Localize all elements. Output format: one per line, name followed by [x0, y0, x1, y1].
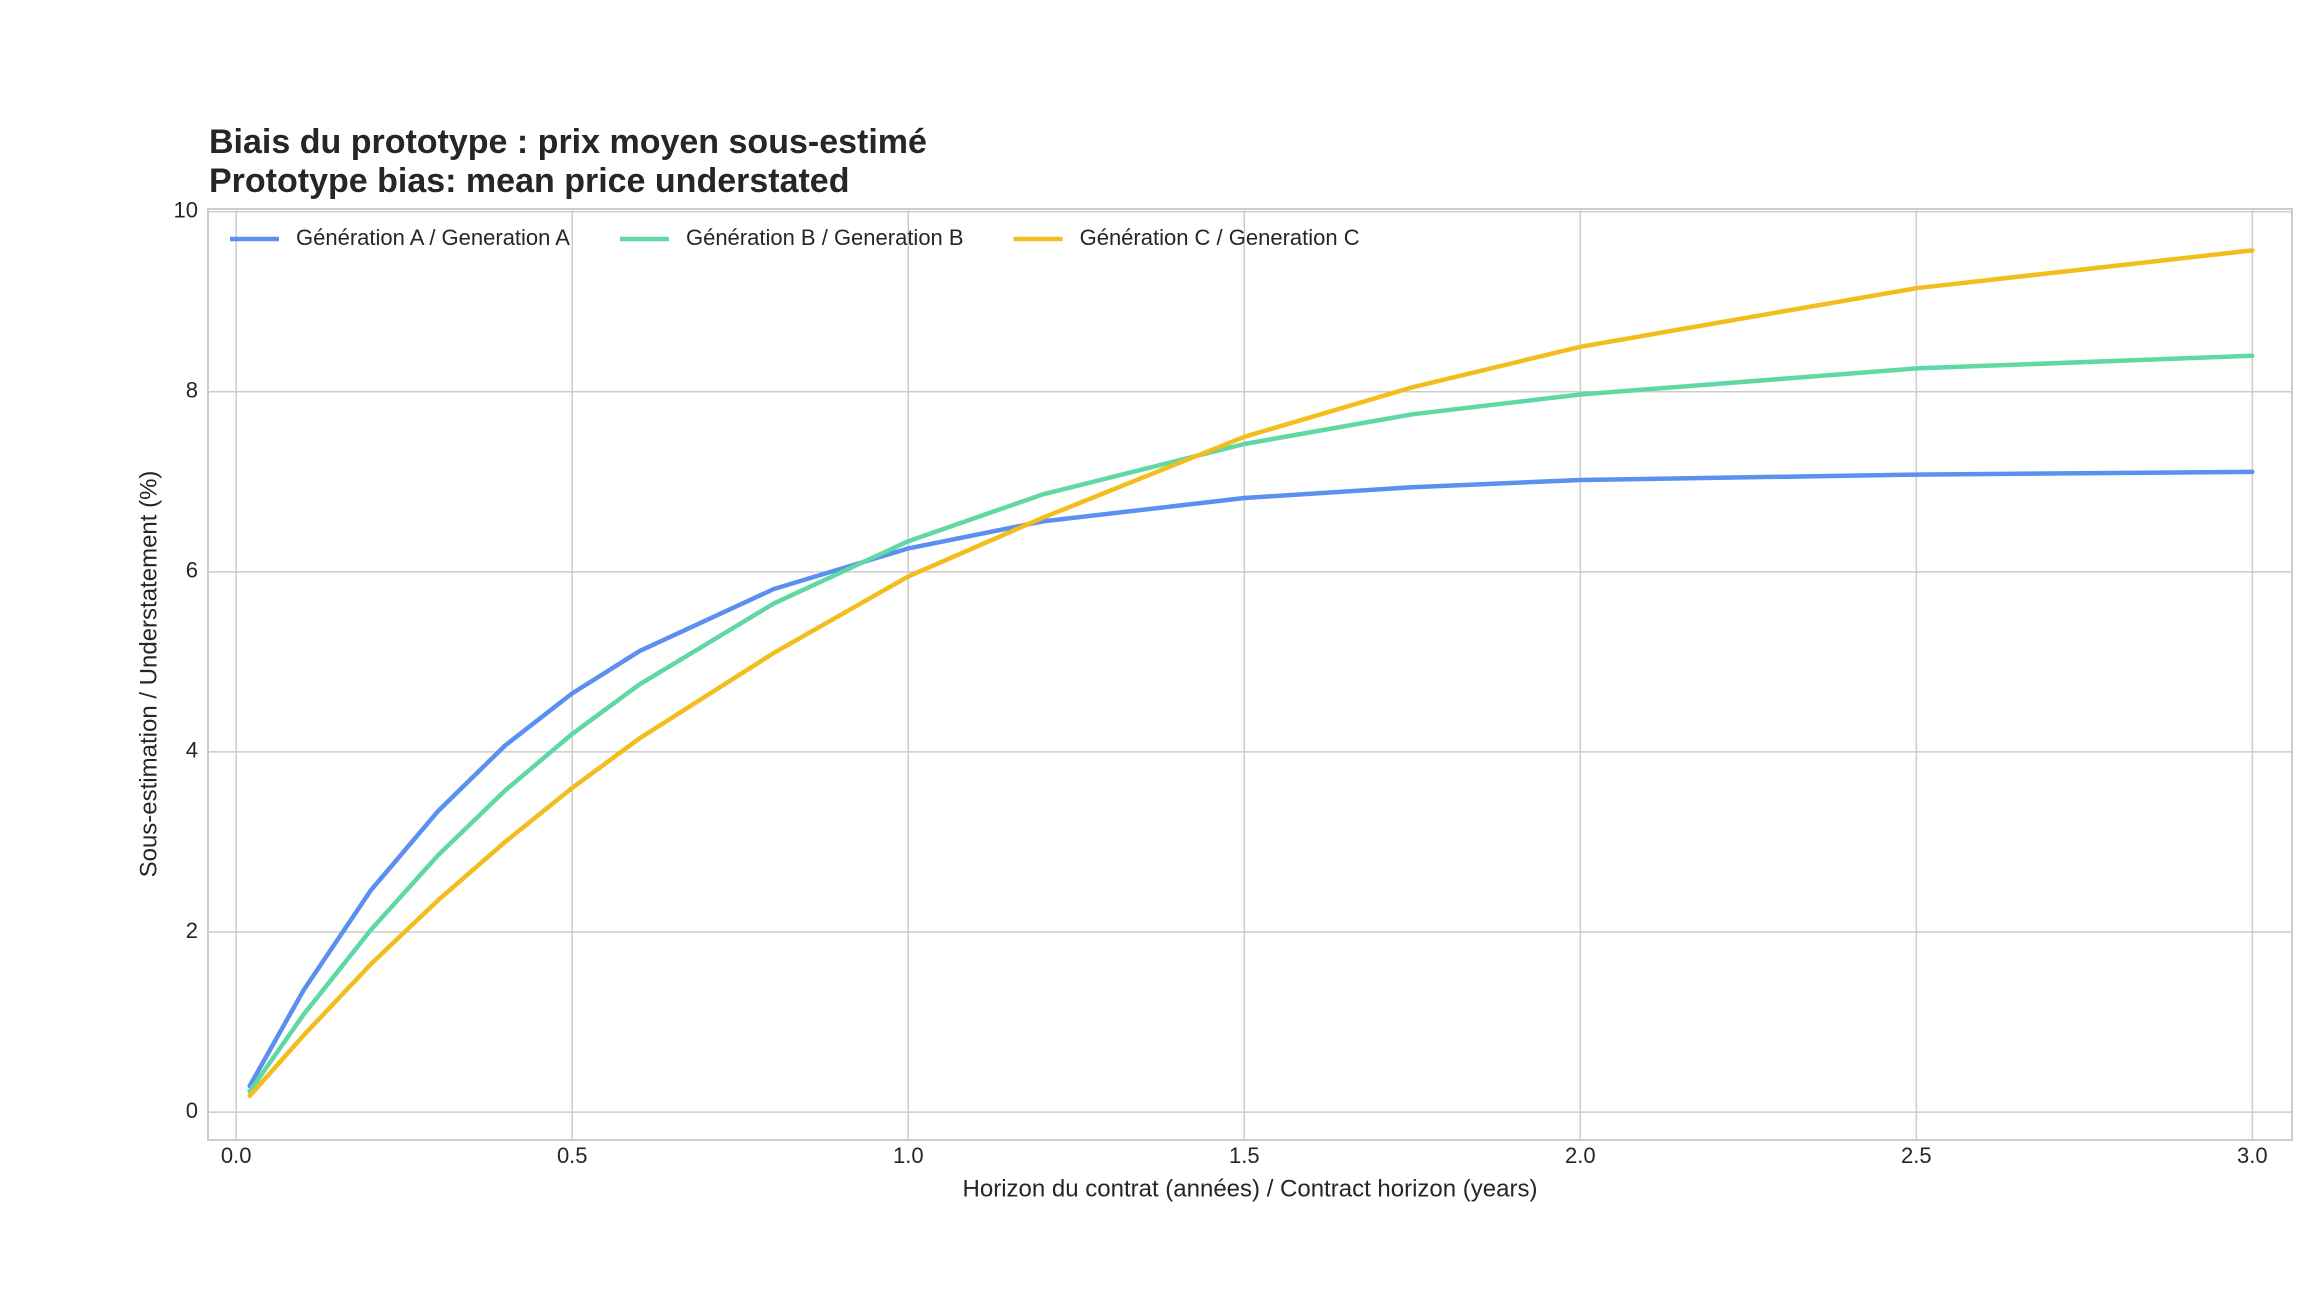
x-axis-label: Horizon du contrat (années) / Contract h…: [963, 1175, 1538, 1202]
x-tick-label: 2.5: [1901, 1143, 1932, 1168]
y-tick-label: 2: [186, 918, 198, 943]
x-tick-label: 1.5: [1229, 1143, 1260, 1168]
data-line: [247, 353, 2255, 1094]
chart-title: Biais du prototype : prix moyen sous-est…: [209, 123, 927, 161]
data-line: [247, 469, 2255, 1089]
legend-label: Génération C / Generation C: [1080, 225, 1360, 250]
x-tick-label: 0.0: [221, 1143, 252, 1168]
plot-frame: [207, 208, 2293, 1141]
x-tick-label: 1.0: [893, 1143, 924, 1168]
x-tick-label: 3.0: [2237, 1143, 2268, 1168]
legend-label: Génération A / Generation A: [296, 225, 570, 250]
y-tick-label: 8: [186, 378, 198, 403]
chart-title: Prototype bias: mean price understated: [209, 162, 850, 200]
x-tick-label: 2.0: [1565, 1143, 1596, 1168]
y-tick-label: 10: [174, 198, 198, 223]
y-tick-label: 6: [186, 558, 198, 583]
y-tick-label: 0: [186, 1098, 198, 1123]
x-tick-label: 0.5: [557, 1143, 588, 1168]
data-line: [247, 248, 2255, 1099]
y-axis-label: Sous-estimation / Understatement (%): [135, 471, 162, 878]
y-tick-label: 4: [186, 738, 198, 763]
legend-label: Génération B / Generation B: [686, 225, 964, 250]
